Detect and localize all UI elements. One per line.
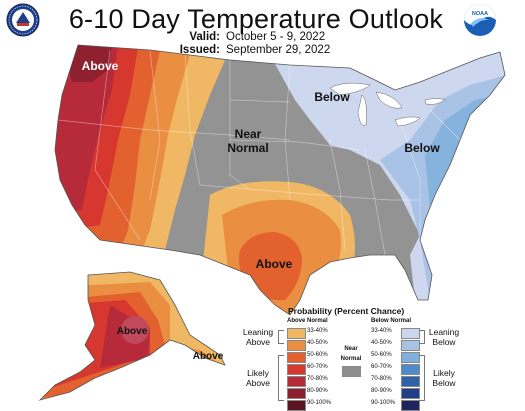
legend-above-header: Above Normal [287,318,328,324]
legend-swatch [287,364,306,375]
conus-outline [54,44,506,316]
legend-above-scale: 33-40% 40-50% 50-60% 60-70% 70-80% 80-90% 90-1… [287,327,357,411]
label-alaska: Above [117,326,148,337]
legend-likely-above: Likely Above [241,368,275,388]
legend-row: 40-50% [287,339,357,351]
legend-label: 80-90% [307,388,328,394]
legend-label: 90-100% [371,400,396,406]
bracket-lean-above [278,330,284,344]
legend-label: 70-80% [307,376,328,382]
legend-label: 50-60% [371,352,392,358]
legend-swatch [287,400,306,411]
legend-swatch [287,376,306,387]
legend-below-header: Below Normal [371,318,412,324]
date-block: Valid: October 5 - 9, 2022 Issued: Septemb… [178,31,330,56]
legend-row: 60-70% [287,363,357,375]
legend-label: 80-90% [371,388,392,394]
leaning-above-2: Above [245,337,271,347]
legend-swatch [401,400,420,411]
legend-row: 80-90% [371,387,441,399]
page-title: 6-10 Day Temperature Outlook [68,4,444,34]
near-normal-1: Near [344,346,358,352]
legend-near-normal: Near Normal [336,344,366,364]
legend-near-normal-swatch [342,366,361,377]
valid-label: Valid: [189,31,220,43]
legend-title: Probability (Percent Chance) [288,306,405,316]
legend-swatch [287,388,306,399]
state-borders [57,49,481,256]
legend-row: 70-80% [371,375,441,387]
legend-row: 33-40% [371,327,441,339]
legend-row: 33-40% [287,327,357,339]
legend-swatch [401,364,420,375]
legend-row: 40-50% [371,339,441,351]
legend-swatch [401,328,420,339]
label-great-lakes: Below [314,90,350,104]
legend-swatch [287,328,306,339]
legend-label: 33-40% [307,328,328,334]
likely-above-1: Likely [247,368,269,378]
legend-label: 90-100% [307,400,332,406]
noaa-logo-text: NOAA [472,11,488,17]
legend-row: 80-90% [287,387,357,399]
great-lakes [329,82,446,127]
legend-row: 50-60% [287,351,357,363]
leaning-below-2: Below [432,337,456,347]
legend-leaning-above: Leaning Above [241,327,275,347]
label-texas: Above [256,257,293,271]
legend-leaning-below: Leaning Below [427,327,461,347]
legend-row: 60-70% [371,363,441,375]
label-alaska-panhandle: Above [193,351,224,362]
legend-swatch [401,340,420,351]
near-normal-2: Normal [340,356,362,362]
likely-above-2: Above [245,378,271,388]
bracket-lean-below [419,330,425,344]
legend-label: 60-70% [307,364,328,370]
legend-swatch [401,376,420,387]
legend-label: 40-50% [371,340,392,346]
label-near-normal-1: Near [235,127,262,141]
legend-label: 40-50% [307,340,328,346]
legend-swatch [287,352,306,363]
leaning-below-1: Leaning [428,327,460,337]
legend-swatch [401,352,420,363]
legend-likely-below: Likely Below [427,368,461,388]
legend-row: 50-60% [371,351,441,363]
label-east: Below [404,141,440,155]
bracket-likely-above [278,355,284,401]
leaning-above-1: Leaning [242,327,274,337]
issued-label: Issued: [179,43,220,56]
legend-swatch [287,340,306,351]
legend-row: 90-100% [371,399,441,411]
legend-label: 50-60% [307,352,328,358]
likely-below-2: Below [432,378,456,388]
valid-value: October 5 - 9, 2022 [226,31,326,43]
noaa-logo-icon: NOAA [464,4,496,36]
legend-label: 33-40% [371,328,392,334]
bracket-likely-below [419,355,425,401]
legend-row: 70-80% [287,375,357,387]
label-northwest: Above [82,59,119,73]
label-near-normal-2: Normal [227,141,268,155]
doc-seal-icon [6,3,40,37]
issued-value: September 29, 2022 [226,43,331,56]
legend-label: 60-70% [371,364,392,370]
legend-swatch [401,388,420,399]
legend-label: 70-80% [371,376,392,382]
alaska-outline [38,271,226,401]
likely-below-1: Likely [433,368,455,378]
legend-row: 90-100% [287,399,357,411]
